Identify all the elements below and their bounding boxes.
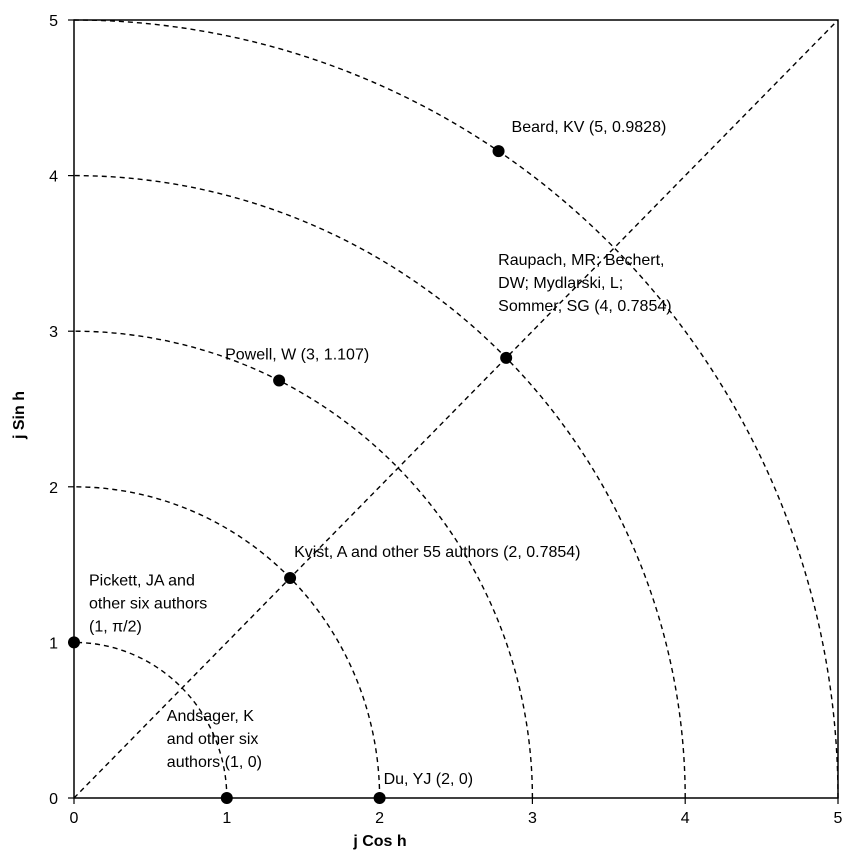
data-point [492, 145, 505, 158]
y-tick-label: 0 [49, 791, 58, 808]
point-label: Raupach, MR; Bechert, DW; Mydlarski, L; So… [498, 252, 671, 315]
x-tick-label: 5 [834, 810, 843, 827]
x-tick-label: 0 [70, 810, 79, 827]
y-tick-label: 2 [49, 480, 58, 497]
x-axis-title: j Cos h [352, 833, 406, 850]
arc-radius-3 [73, 330, 534, 799]
y-tick-label: 5 [49, 13, 58, 30]
x-tick-label: 2 [375, 810, 384, 827]
x-tick-label: 3 [528, 810, 537, 827]
diagonal-line [73, 19, 839, 799]
point-label: Pickett, JA and other six authors (1, π/2) [89, 572, 207, 635]
data-point [68, 636, 80, 649]
point-label: Powell, W (3, 1.107) [225, 347, 369, 364]
y-tick-label: 4 [49, 169, 58, 186]
y-tick-label: 1 [49, 635, 58, 652]
point-label: Du, YJ (2, 0) [384, 771, 474, 788]
point-label: Kvist, A and other 55 authors (2, 0.7854… [294, 544, 580, 561]
plot-frame [73, 19, 839, 799]
data-point [220, 792, 233, 804]
data-point [284, 571, 297, 584]
x-tick-label: 1 [222, 810, 231, 827]
data-point [273, 374, 286, 387]
data-point [373, 792, 386, 804]
data-point [500, 351, 513, 364]
y-axis-title: j Sin h [11, 391, 28, 440]
point-label: Beard, KV (5, 0.9828) [512, 119, 667, 136]
x-tick-label: 4 [681, 810, 690, 827]
y-tick-label: 3 [49, 324, 58, 341]
